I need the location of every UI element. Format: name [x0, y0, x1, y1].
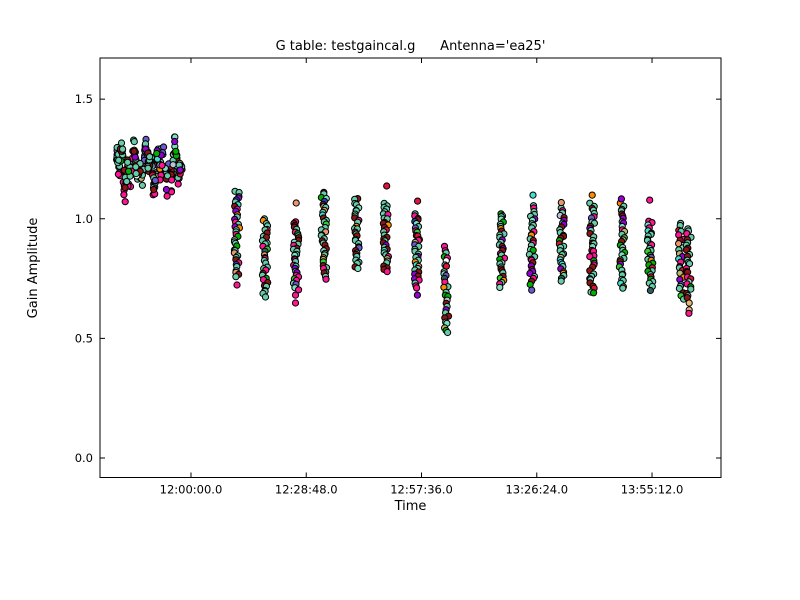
gain-point [383, 268, 391, 276]
x-tick-label: 13:26:24.0 [505, 483, 568, 497]
gain-point [295, 286, 303, 294]
gain-point [117, 139, 126, 147]
gain-point [150, 185, 158, 194]
x-tick-label: 12:28:48.0 [275, 483, 338, 497]
gain-point [130, 138, 138, 146]
plot-title: G table: testgaincal.g Antenna='ea25' [275, 39, 546, 54]
gain-point [132, 163, 140, 171]
gain-point [131, 153, 139, 161]
y-tick-label: 0.5 [75, 331, 93, 345]
gain-point [291, 291, 300, 299]
gain-point [124, 158, 132, 166]
gain-point [176, 166, 184, 174]
x-tick-label: 12:57:36.0 [390, 483, 453, 497]
x-axis-label: Time [394, 499, 427, 514]
gain-point [172, 147, 180, 155]
gain-point [158, 161, 166, 169]
y-tick-label: 0.0 [75, 451, 93, 465]
gain-point [619, 284, 627, 292]
axes-frame [99, 57, 722, 478]
gain-point [291, 299, 300, 307]
gain-point [685, 309, 693, 317]
gain-point [130, 147, 138, 155]
gain-point [292, 199, 300, 207]
gain-point [413, 284, 421, 292]
gain-point [121, 184, 129, 192]
gain-point [174, 180, 182, 188]
gain-point [115, 156, 123, 164]
gain-point [496, 283, 504, 291]
gain-point [168, 176, 176, 184]
gain-point [169, 161, 177, 169]
gain-point [687, 285, 695, 293]
gain-point [162, 185, 170, 194]
gain-point [138, 181, 146, 189]
gain-point [125, 167, 133, 175]
gain-point [590, 289, 598, 297]
gain-point [322, 275, 330, 283]
gain-point [163, 172, 172, 180]
y-tick-label: 1.5 [75, 92, 93, 106]
gain-point [685, 299, 693, 307]
gain-point [646, 196, 654, 204]
gain-point [261, 293, 270, 301]
gain-point [444, 328, 452, 337]
y-tick-label: 1.0 [75, 212, 93, 226]
gain-point [383, 182, 391, 190]
gain-point [151, 176, 159, 184]
gain-point [144, 164, 152, 172]
gain-point [528, 286, 536, 294]
gain-point [171, 137, 179, 146]
gain-point [557, 277, 565, 285]
gain-point [153, 149, 161, 158]
gain-point [414, 197, 422, 205]
gain-point [132, 170, 140, 178]
gain-point [646, 286, 655, 295]
gain-point [114, 170, 123, 178]
gain-point [617, 195, 626, 203]
gain-point [163, 192, 171, 200]
gain-point [121, 198, 129, 206]
x-tick-label: 13:55:12.0 [621, 483, 684, 497]
gain-point [146, 153, 154, 161]
x-tick-label: 12:00:00.0 [160, 483, 223, 497]
gain-point [588, 191, 596, 199]
gain-point [413, 291, 421, 299]
gain-point [232, 273, 240, 281]
gain-point [120, 191, 128, 199]
gain-point [119, 145, 127, 153]
gain-point [557, 198, 565, 207]
gain-point [354, 264, 362, 273]
gain-point [233, 281, 241, 289]
gain-point [529, 191, 537, 199]
